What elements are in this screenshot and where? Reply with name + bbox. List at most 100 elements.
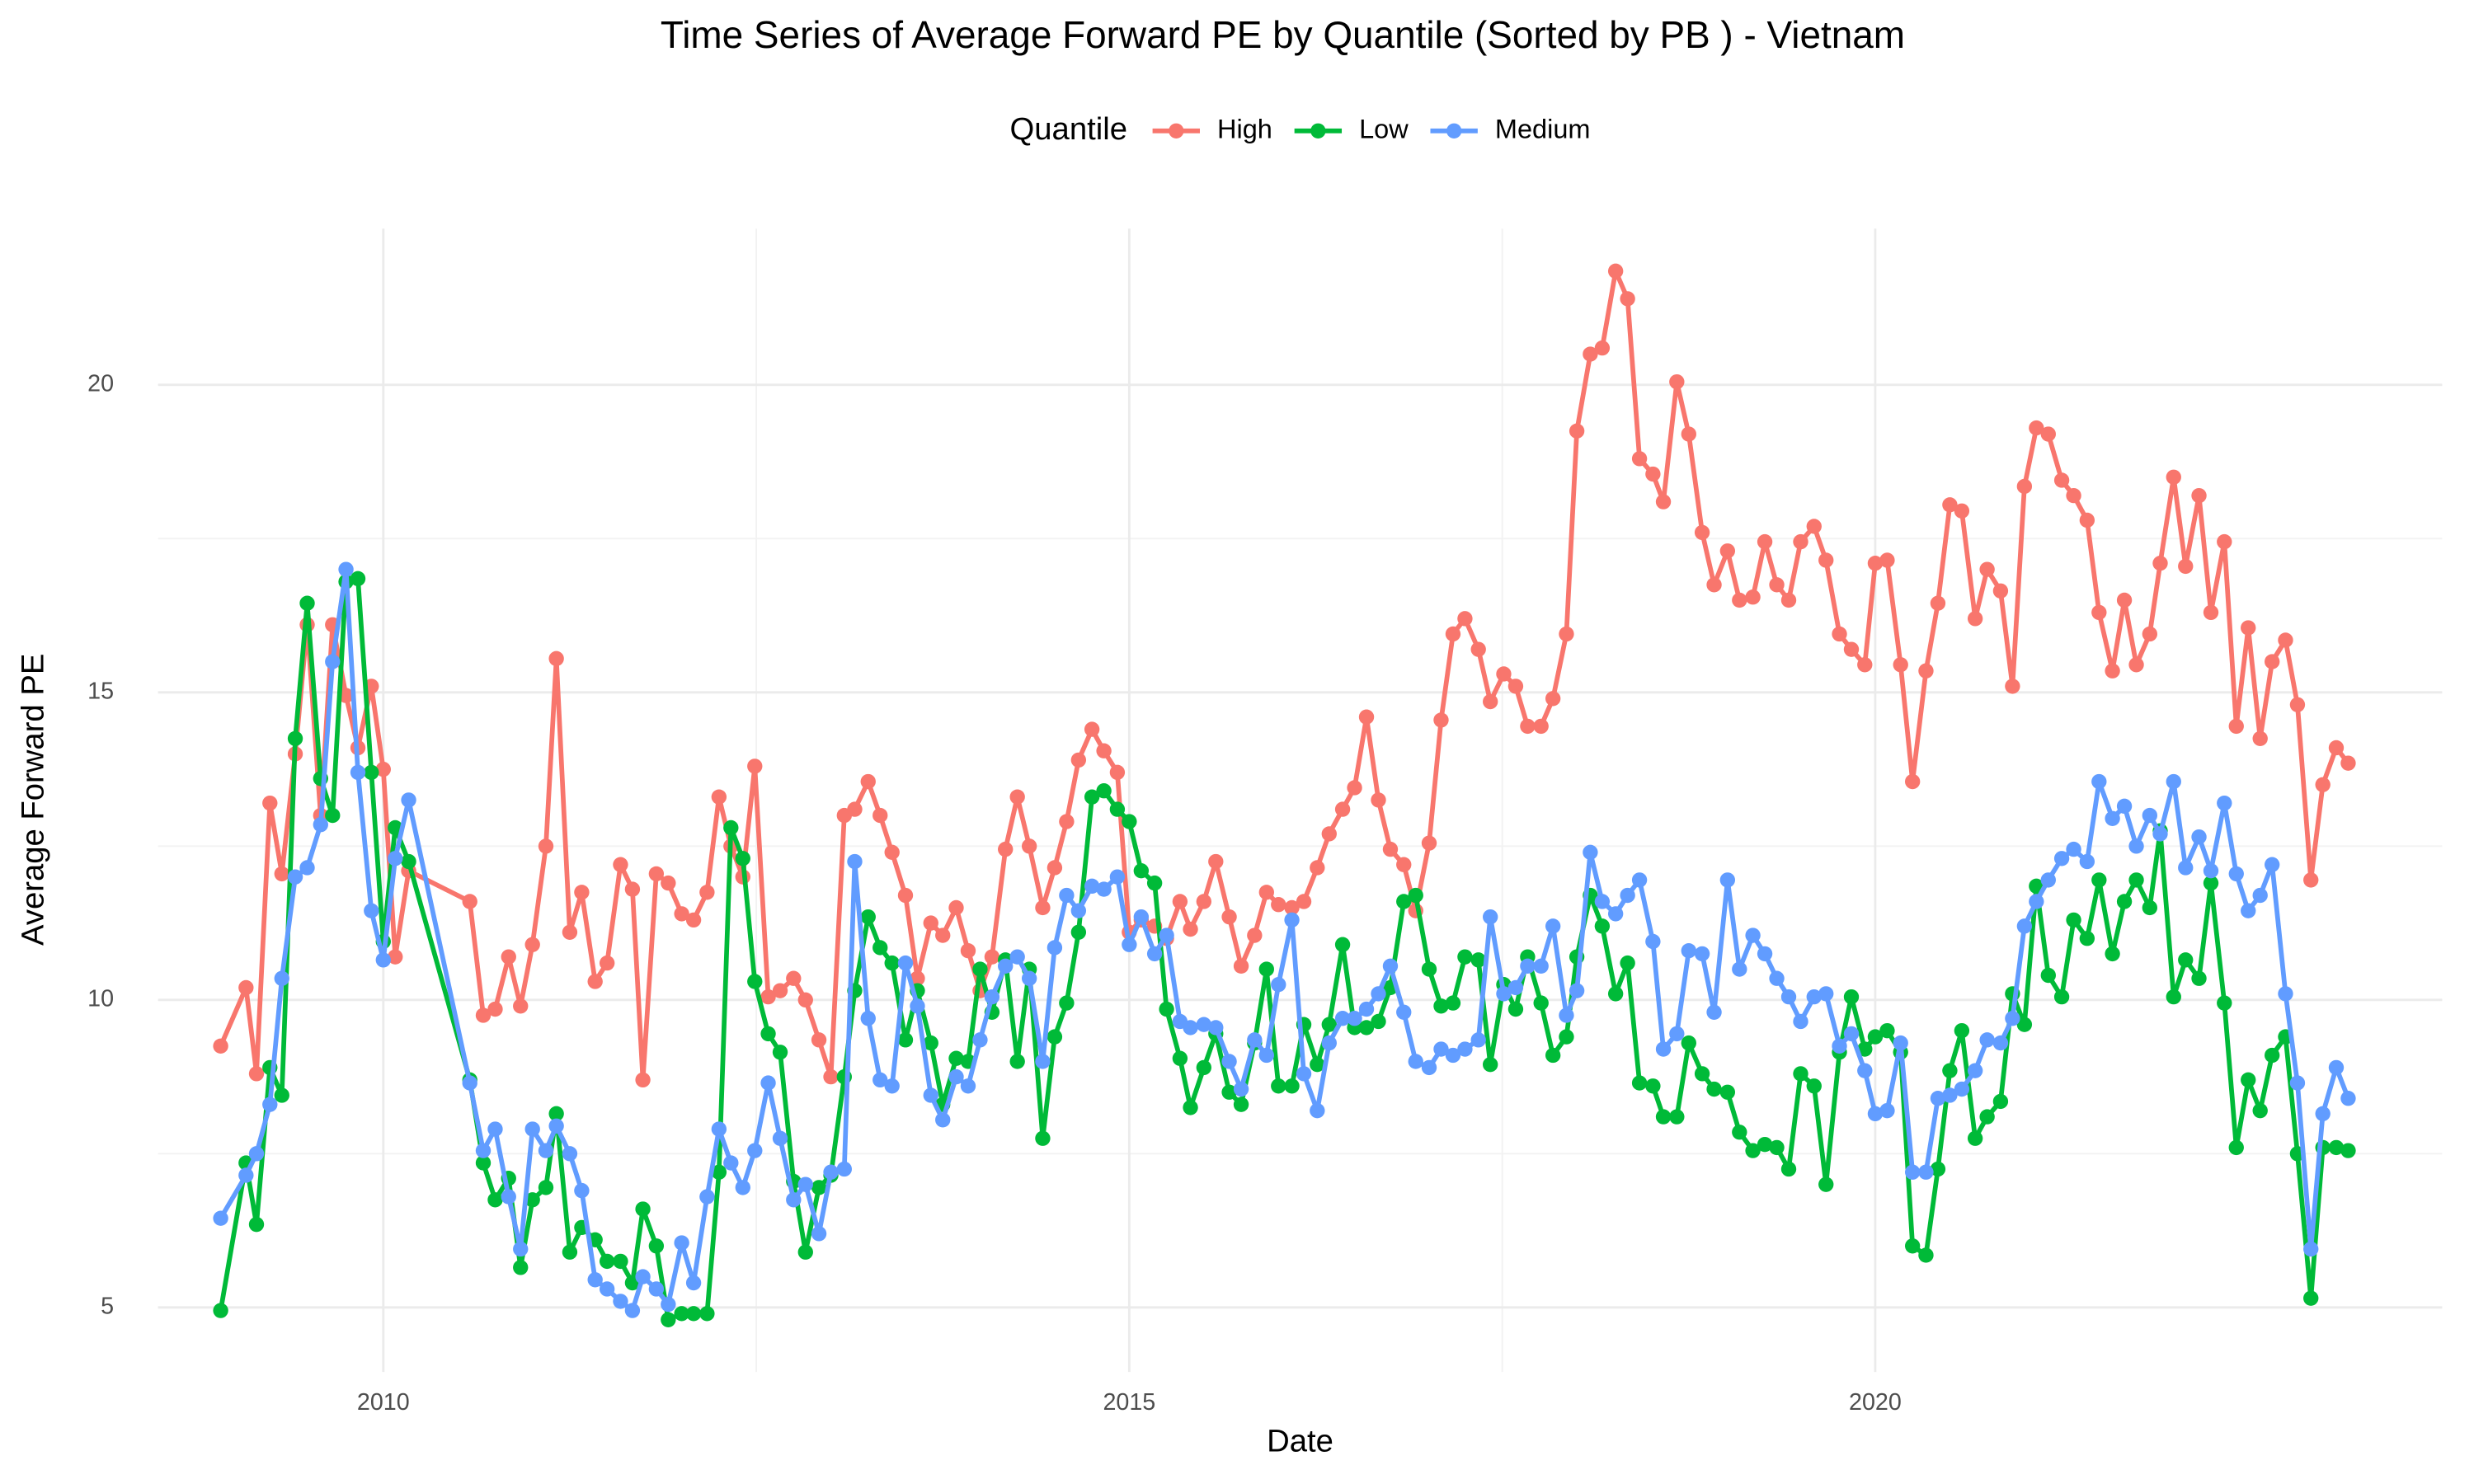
data-point <box>375 761 391 777</box>
data-point <box>2066 487 2081 504</box>
data-point <box>1059 887 1075 904</box>
data-point <box>1745 589 1761 605</box>
data-point <box>1992 1035 2009 1051</box>
data-point <box>624 881 641 897</box>
data-point <box>1035 899 1051 916</box>
data-point <box>735 851 750 866</box>
data-point <box>1719 1084 1736 1100</box>
data-point <box>325 807 341 824</box>
data-point <box>1408 887 1423 904</box>
data-point <box>1096 783 1112 799</box>
data-point <box>1009 949 1025 965</box>
data-point <box>2029 894 2044 909</box>
data-point <box>2252 887 2268 904</box>
chart-title: Time Series of Average Forward PE by Qua… <box>661 13 1905 56</box>
data-point <box>2128 872 2144 888</box>
data-point <box>823 1068 839 1085</box>
data-point <box>661 1312 676 1327</box>
data-point <box>325 654 341 669</box>
data-point <box>548 650 564 667</box>
data-point <box>872 1072 888 1088</box>
data-point <box>1769 1139 1785 1156</box>
data-point <box>1918 1247 1934 1263</box>
data-point <box>1159 1001 1174 1017</box>
data-point <box>1533 995 1549 1011</box>
legend-key-point <box>1169 123 1184 139</box>
data-point <box>1694 1066 1710 1082</box>
data-point <box>1594 918 1611 934</box>
data-point <box>1780 592 1797 608</box>
data-point <box>1857 657 1873 673</box>
data-point <box>1954 1081 1970 1097</box>
data-point <box>1832 626 1847 642</box>
data-point <box>1631 1075 1648 1091</box>
data-point <box>1421 835 1437 851</box>
data-point <box>2128 657 2144 673</box>
data-point <box>1196 1017 1212 1032</box>
data-point <box>401 792 416 808</box>
legend-item: Medium <box>1430 114 1591 143</box>
data-point <box>2303 1290 2319 1306</box>
data-point <box>524 1192 540 1208</box>
data-point <box>1122 814 1137 829</box>
data-point <box>2203 863 2219 879</box>
data-point <box>1382 841 1399 857</box>
data-point <box>1559 1029 1574 1045</box>
data-point <box>860 909 876 925</box>
data-point <box>248 1216 265 1233</box>
data-point <box>1569 423 1585 439</box>
data-point <box>1496 986 1512 1002</box>
data-point <box>1607 906 1624 922</box>
data-point <box>2079 512 2095 528</box>
data-point <box>1732 961 1747 977</box>
data-point <box>2217 533 2232 550</box>
data-point <box>2053 472 2070 488</box>
data-point <box>1047 1029 1063 1045</box>
data-point <box>2191 487 2207 504</box>
data-point <box>2166 773 2181 790</box>
data-point <box>1096 743 1112 758</box>
data-point <box>1745 928 1761 943</box>
data-point <box>1930 1161 1946 1177</box>
data-point <box>2241 620 2256 636</box>
data-point <box>648 1238 665 1254</box>
data-point <box>1843 641 1860 657</box>
data-point <box>2191 970 2207 986</box>
data-point <box>760 1026 776 1042</box>
data-point <box>1954 503 1970 519</box>
data-point <box>1271 897 1286 913</box>
data-point <box>501 1189 516 1205</box>
data-point <box>2029 420 2044 436</box>
data-point <box>538 1143 554 1158</box>
data-point <box>1520 958 1536 974</box>
data-point <box>1780 989 1797 1005</box>
data-point <box>948 1068 964 1085</box>
data-point <box>960 942 976 959</box>
data-point <box>287 869 303 885</box>
data-point <box>2116 894 2133 909</box>
data-point <box>1396 1004 1412 1020</box>
data-point <box>1021 838 1037 854</box>
data-point <box>1681 1035 1696 1051</box>
data-point <box>2079 931 2095 946</box>
data-point <box>1793 1066 1808 1082</box>
data-point <box>1396 894 1412 909</box>
y-tick-label: 5 <box>101 1293 114 1319</box>
data-point <box>1358 709 1375 725</box>
data-point <box>548 1106 564 1122</box>
data-point <box>364 764 379 781</box>
data-point <box>1109 801 1126 817</box>
data-point <box>797 1176 813 1192</box>
data-point <box>1669 1109 1685 1125</box>
data-point <box>1183 1100 1198 1115</box>
data-point <box>1208 853 1224 870</box>
data-point <box>910 970 925 986</box>
data-point <box>772 1130 788 1146</box>
data-point <box>613 1253 628 1270</box>
legend-label: Medium <box>1495 114 1591 143</box>
data-point <box>1247 928 1263 943</box>
data-point <box>2252 730 2268 746</box>
data-point <box>1583 844 1598 860</box>
data-point <box>2066 912 2081 928</box>
